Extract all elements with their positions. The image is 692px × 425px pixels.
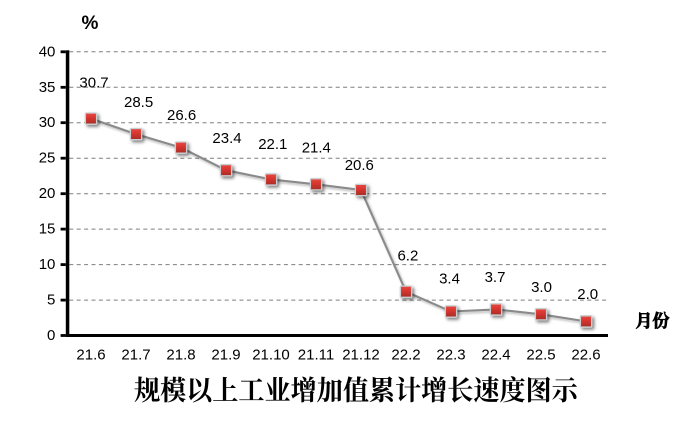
svg-text:20: 20 <box>39 185 56 202</box>
svg-text:21.10: 21.10 <box>252 347 290 364</box>
svg-text:22.4: 22.4 <box>481 347 510 364</box>
svg-text:22.3: 22.3 <box>436 347 465 364</box>
svg-text:28.5: 28.5 <box>124 94 153 111</box>
svg-text:25: 25 <box>39 150 56 167</box>
svg-text:10: 10 <box>39 256 56 273</box>
svg-text:%: % <box>82 13 99 34</box>
svg-text:15: 15 <box>39 221 56 238</box>
svg-text:22.2: 22.2 <box>391 347 420 364</box>
svg-text:21.6: 21.6 <box>76 347 105 364</box>
svg-text:20.6: 20.6 <box>345 157 374 174</box>
svg-text:21.7: 21.7 <box>121 347 150 364</box>
svg-text:3.0: 3.0 <box>531 279 552 296</box>
svg-text:0: 0 <box>47 327 55 344</box>
svg-text:21.4: 21.4 <box>302 140 331 157</box>
svg-text:22.6: 22.6 <box>571 347 600 364</box>
svg-text:30: 30 <box>39 114 56 131</box>
svg-text:6.2: 6.2 <box>397 248 418 265</box>
svg-text:21.8: 21.8 <box>166 347 195 364</box>
svg-text:3.7: 3.7 <box>485 269 506 286</box>
svg-text:35: 35 <box>39 79 56 96</box>
svg-text:22.5: 22.5 <box>526 347 555 364</box>
svg-text:40: 40 <box>39 43 56 60</box>
svg-text:21.11: 21.11 <box>298 347 334 364</box>
svg-text:22.1: 22.1 <box>258 136 287 153</box>
svg-text:21.9: 21.9 <box>211 347 240 364</box>
svg-text:30.7: 30.7 <box>79 75 108 92</box>
svg-text:21.12: 21.12 <box>342 347 380 364</box>
svg-text:23.4: 23.4 <box>212 130 241 147</box>
svg-text:26.6: 26.6 <box>167 107 196 124</box>
svg-text:5: 5 <box>47 292 55 309</box>
svg-text:2.0: 2.0 <box>577 286 598 303</box>
svg-text:3.4: 3.4 <box>439 270 460 287</box>
